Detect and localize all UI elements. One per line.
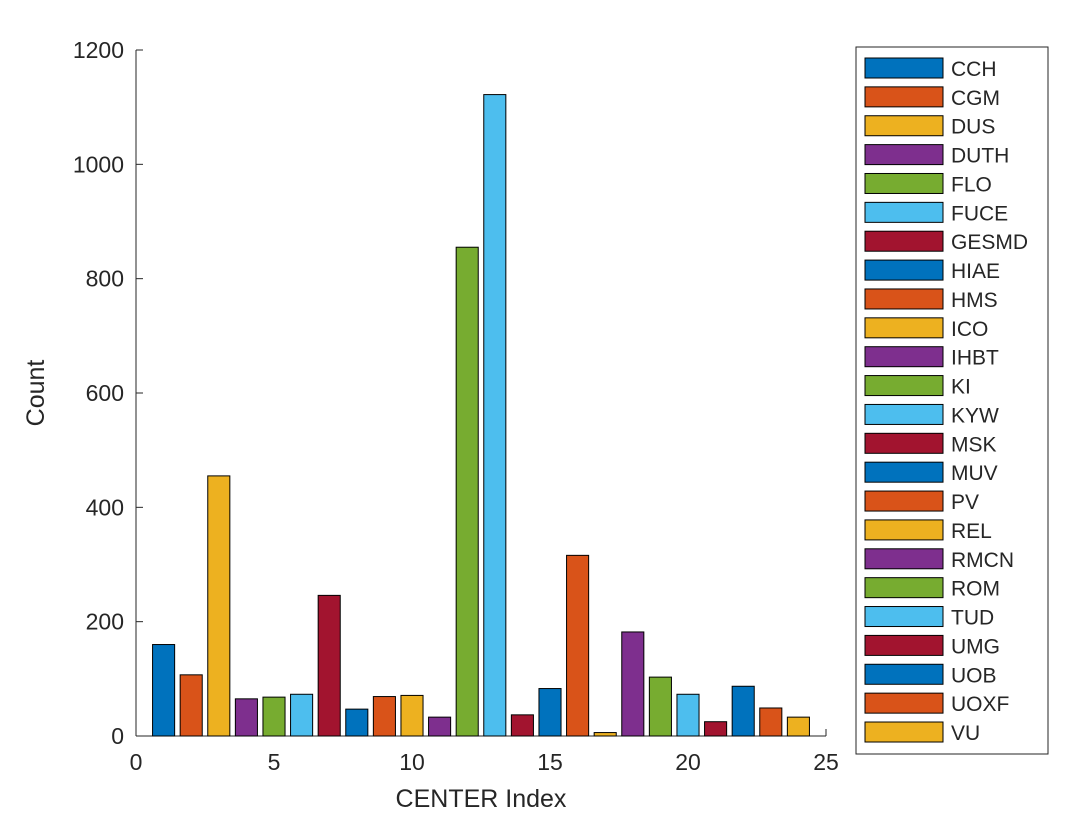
- bar-muv: [538, 688, 562, 737]
- legend-swatch-uob: [864, 663, 944, 685]
- bar-ihbt: [428, 716, 452, 737]
- legend-swatch-vu: [864, 721, 944, 743]
- axes: 0 5 10 15 20 25 0 200 400 600 800 1000 1200: [73, 37, 839, 775]
- legend-swatch-pv: [864, 490, 944, 512]
- bar-ki: [455, 246, 479, 737]
- bar-msk: [510, 714, 534, 737]
- bar-rom: [648, 676, 672, 737]
- x-tick-label: 0: [130, 749, 143, 775]
- legend-swatch-gesmd: [864, 230, 944, 252]
- x-tick-label: 15: [537, 749, 563, 775]
- legend-label-duth: DUTH: [951, 145, 1009, 168]
- bar-dus: [207, 475, 231, 737]
- legend-swatch-tud: [864, 606, 944, 628]
- legend-label-ico: ICO: [951, 318, 988, 341]
- legend: CCH CGM DUS DUTH FLO FUCE GESMD HIAE HMS ICO IHBT K…: [855, 46, 1049, 755]
- legend-label-cgm: CGM: [951, 87, 1000, 110]
- y-tick-label: 600: [86, 380, 124, 406]
- legend-swatch-ihbt: [864, 346, 944, 368]
- legend-swatch-muv: [864, 461, 944, 483]
- bar-hiae: [345, 708, 369, 737]
- y-tick-label: 400: [86, 494, 124, 520]
- legend-label-hiae: HIAE: [951, 260, 1000, 283]
- bar-pv: [566, 554, 590, 737]
- legend-label-msk: MSK: [951, 433, 997, 456]
- legend-label-cch: CCH: [951, 58, 997, 81]
- bar-uob: [731, 685, 755, 737]
- legend-swatch-rel: [864, 519, 944, 541]
- bar-uoxf: [759, 707, 783, 737]
- legend-swatch-fuce: [864, 201, 944, 223]
- legend-label-tud: TUD: [951, 607, 994, 630]
- legend-swatch-flo: [864, 172, 944, 194]
- bar-duth: [234, 698, 258, 737]
- legend-label-umg: UMG: [951, 635, 1000, 658]
- legend-label-dus: DUS: [951, 116, 995, 139]
- legend-label-uoxf: UOXF: [951, 693, 1009, 716]
- legend-label-muv: MUV: [951, 462, 998, 485]
- y-tick-label: 1200: [73, 37, 124, 63]
- x-tick-label: 5: [268, 749, 281, 775]
- bar-vu: [786, 716, 810, 737]
- legend-swatch-kyw: [864, 403, 944, 425]
- x-tick-label: 20: [675, 749, 701, 775]
- x-tick-label: 25: [813, 749, 839, 775]
- bar-rmcn: [621, 631, 645, 737]
- x-tick-label: 10: [399, 749, 425, 775]
- bar-umg: [704, 721, 728, 737]
- bar-ico: [400, 694, 424, 737]
- legend-label-gesmd: GESMD: [951, 231, 1028, 254]
- legend-label-fuce: FUCE: [951, 202, 1008, 225]
- y-tick-label: 200: [86, 609, 124, 635]
- legend-swatch-duth: [864, 144, 944, 166]
- y-axis-label: Count: [22, 360, 50, 427]
- x-axis-label: CENTER Index: [396, 785, 567, 813]
- bar-cgm: [179, 674, 203, 737]
- bar-rel: [593, 732, 617, 737]
- legend-label-hms: HMS: [951, 289, 998, 312]
- y-tick-label: 0: [111, 723, 124, 749]
- legend-label-flo: FLO: [951, 173, 992, 196]
- bar-fuce: [290, 693, 314, 737]
- legend-label-ihbt: IHBT: [951, 347, 999, 370]
- legend-label-uob: UOB: [951, 664, 997, 687]
- bar-cch: [152, 644, 176, 737]
- legend-swatch-cgm: [864, 86, 944, 108]
- bar-kyw: [483, 94, 507, 737]
- legend-label-kyw: KYW: [951, 404, 999, 427]
- bar-tud: [676, 693, 700, 737]
- legend-swatch-rmcn: [864, 548, 944, 570]
- legend-swatch-rom: [864, 577, 944, 599]
- legend-swatch-ico: [864, 317, 944, 339]
- legend-label-rmcn: RMCN: [951, 549, 1014, 572]
- legend-label-ki: KI: [951, 376, 971, 399]
- legend-swatch-hms: [864, 288, 944, 310]
- legend-label-rel: REL: [951, 520, 992, 543]
- legend-swatch-hiae: [864, 259, 944, 281]
- legend-swatch-uoxf: [864, 692, 944, 714]
- y-tick-label: 800: [86, 266, 124, 292]
- bars: [152, 94, 810, 737]
- bar-flo: [262, 696, 286, 737]
- legend-label-pv: PV: [951, 491, 979, 514]
- legend-swatch-dus: [864, 115, 944, 137]
- legend-swatch-ki: [864, 375, 944, 397]
- bar-hms: [372, 696, 396, 737]
- legend-label-vu: VU: [951, 722, 980, 745]
- legend-swatch-umg: [864, 634, 944, 656]
- legend-swatch-msk: [864, 432, 944, 454]
- legend-swatch-cch: [864, 57, 944, 79]
- bar-gesmd: [317, 594, 341, 737]
- y-tick-label: 1000: [73, 151, 124, 177]
- legend-label-rom: ROM: [951, 578, 1000, 601]
